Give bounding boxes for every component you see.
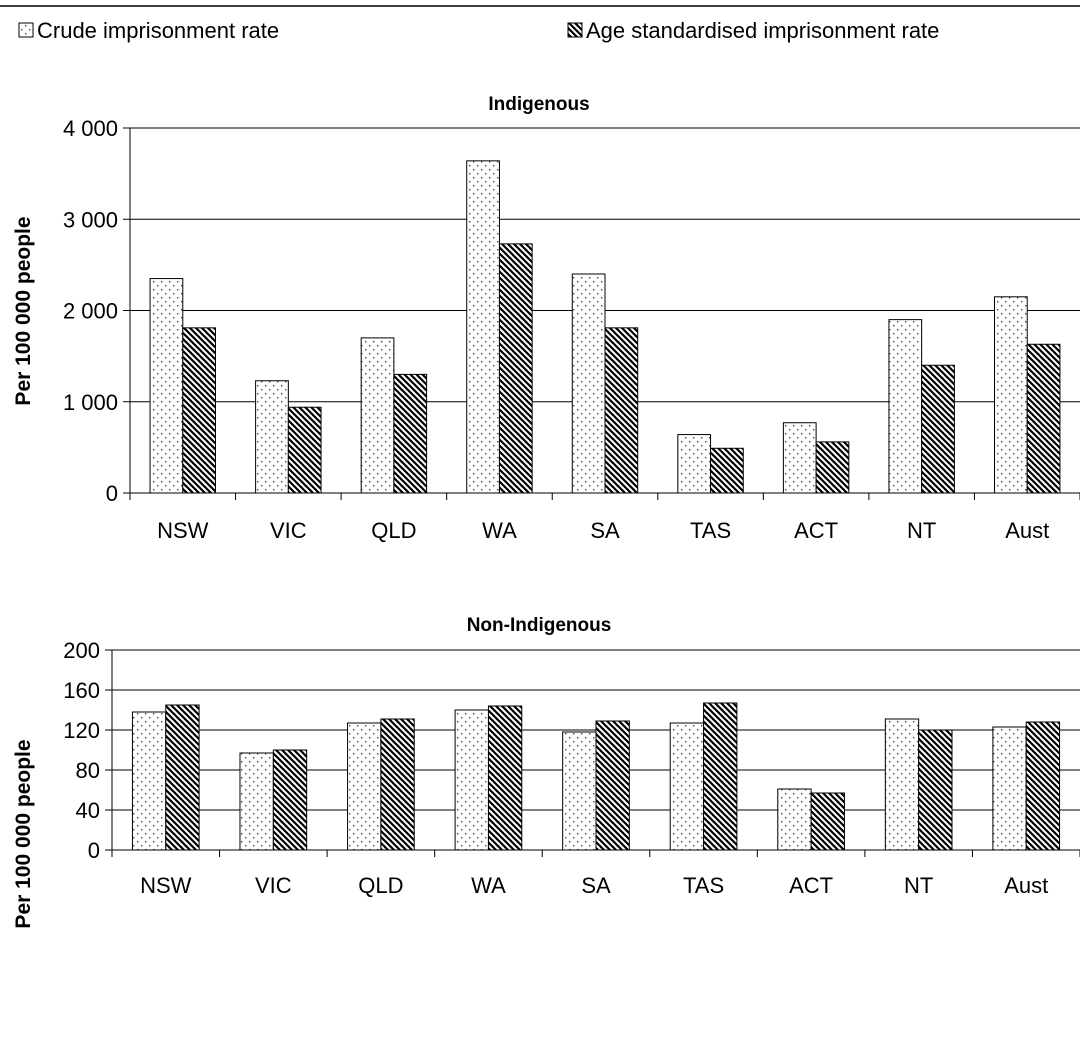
non-indigenous-bar-crude-vic bbox=[239, 752, 274, 851]
non-indigenous-y-tick-label: 160 bbox=[63, 678, 100, 703]
indigenous-bar-crude-nsw bbox=[149, 278, 184, 494]
indigenous-x-tick-label: TAS bbox=[690, 518, 731, 543]
non-indigenous-x-tick-label: WA bbox=[471, 873, 506, 898]
indigenous-y-tick-label: 4 000 bbox=[63, 116, 118, 141]
indigenous-panel: Indigenous Per 100 000 people 0 1 000 2 00… bbox=[12, 94, 1080, 543]
non-indigenous-bar-crude-sa bbox=[562, 731, 597, 851]
non-indigenous-x-tick-label: QLD bbox=[358, 873, 403, 898]
indigenous-x-tick-label: SA bbox=[590, 518, 620, 543]
non-indigenous-bar-crude-nt bbox=[884, 718, 920, 851]
indigenous-bar-age-standardised-act bbox=[815, 441, 850, 494]
indigenous-y-tick-label: 3 000 bbox=[63, 207, 118, 232]
non-indigenous-y-tick-label: 80 bbox=[76, 758, 100, 783]
non-indigenous-bar-age-standardised-sa bbox=[595, 720, 630, 851]
indigenous-x-tick-label: ACT bbox=[794, 518, 838, 543]
non-indigenous-bar-crude-wa bbox=[454, 709, 489, 851]
indigenous-bar-crude-vic bbox=[255, 380, 289, 494]
non-indigenous-x-tick-label: ACT bbox=[789, 873, 833, 898]
indigenous-bar-crude-tas bbox=[677, 434, 712, 494]
legend-crude-label: Crude imprisonment rate bbox=[37, 18, 279, 43]
non-indigenous-y-tick-label: 120 bbox=[63, 718, 100, 743]
indigenous-bar-age-standardised-tas bbox=[710, 447, 744, 494]
non-indigenous-bar-crude-aust bbox=[992, 726, 1027, 851]
non-indigenous-y-tick-label: 200 bbox=[63, 638, 100, 663]
non-indigenous-x-tick-label: NSW bbox=[140, 873, 192, 898]
non-indigenous-bar-crude-qld bbox=[347, 722, 382, 851]
non-indigenous-x-tick-label: SA bbox=[581, 873, 611, 898]
indigenous-bar-age-standardised-nsw bbox=[182, 327, 216, 494]
legend: Crude imprisonment rate Age standardised… bbox=[18, 18, 939, 43]
indigenous-bar-crude-wa bbox=[466, 160, 500, 494]
indigenous-bar-age-standardised-wa bbox=[498, 243, 533, 494]
indigenous-x-tick-label: Aust bbox=[1005, 518, 1049, 543]
indigenous-y-tick-label: 0 bbox=[106, 481, 118, 506]
non-indigenous-y-tick-label: 0 bbox=[88, 838, 100, 863]
non-indigenous-bar-age-standardised-qld bbox=[380, 718, 415, 851]
legend-crude-swatch bbox=[18, 22, 34, 38]
non-indigenous-x-tick-label: VIC bbox=[255, 873, 292, 898]
indigenous-bar-crude-nt bbox=[888, 319, 923, 494]
indigenous-panel-title: Indigenous bbox=[488, 94, 589, 115]
indigenous-bar-crude-sa bbox=[571, 273, 606, 494]
non-indigenous-bar-age-standardised-wa bbox=[487, 705, 523, 851]
indigenous-x-tick-label: NSW bbox=[157, 518, 209, 543]
indigenous-bar-age-standardised-vic bbox=[287, 406, 322, 494]
indigenous-x-tick-label: NT bbox=[907, 518, 936, 543]
non-indigenous-bar-crude-act bbox=[777, 788, 812, 851]
indigenous-bar-crude-qld bbox=[360, 337, 395, 494]
legend-age-swatch bbox=[567, 22, 583, 38]
non-indigenous-bar-age-standardised-aust bbox=[1025, 721, 1061, 851]
legend-age-label: Age standardised imprisonment rate bbox=[586, 18, 939, 43]
indigenous-y-tick-label: 1 000 bbox=[63, 390, 118, 415]
non-indigenous-bar-crude-tas bbox=[669, 722, 705, 851]
indigenous-x-tick-label: QLD bbox=[371, 518, 416, 543]
indigenous-bar-crude-aust bbox=[994, 296, 1028, 494]
non-indigenous-x-tick-label: TAS bbox=[683, 873, 724, 898]
indigenous-y-axis-title: Per 100 000 people bbox=[12, 216, 35, 405]
non-indigenous-x-tick-label: NT bbox=[904, 873, 933, 898]
non-indigenous-y-tick-label: 40 bbox=[76, 798, 100, 823]
indigenous-bar-age-standardised-sa bbox=[604, 327, 639, 494]
non-indigenous-bar-crude-nsw bbox=[131, 711, 167, 851]
non-indigenous-bar-age-standardised-act bbox=[810, 792, 845, 851]
non-indigenous-bar-age-standardised-nt bbox=[918, 729, 953, 851]
non-indigenous-x-tick-label: Aust bbox=[1004, 873, 1048, 898]
non-indigenous-panel-title: Non-Indigenous bbox=[467, 615, 612, 636]
indigenous-bar-age-standardised-qld bbox=[393, 373, 428, 494]
indigenous-x-tick-label: WA bbox=[482, 518, 517, 543]
non-indigenous-bar-age-standardised-vic bbox=[272, 749, 308, 851]
indigenous-bar-age-standardised-aust bbox=[1026, 343, 1061, 494]
non-indigenous-bar-age-standardised-tas bbox=[703, 702, 738, 851]
non-indigenous-panel: Non-Indigenous Per 100 000 people 0 40 80 1… bbox=[12, 615, 1080, 929]
indigenous-bar-age-standardised-nt bbox=[921, 364, 955, 494]
indigenous-bar-crude-act bbox=[782, 422, 817, 494]
indigenous-x-tick-label: VIC bbox=[270, 518, 307, 543]
non-indigenous-bar-age-standardised-nsw bbox=[165, 704, 200, 851]
non-indigenous-y-axis-title: Per 100 000 people bbox=[12, 739, 35, 928]
indigenous-y-tick-label: 2 000 bbox=[63, 299, 118, 324]
